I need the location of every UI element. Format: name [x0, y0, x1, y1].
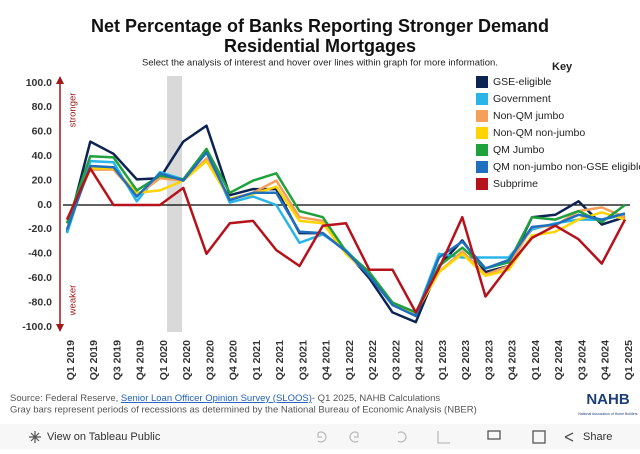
y-tick-label: -20.0: [28, 223, 52, 235]
legend-label: QM Jumbo: [493, 144, 545, 156]
x-tick-label: Q4 2020: [228, 340, 240, 380]
x-tick-label: Q2 2022: [367, 340, 379, 380]
x-tick-label: Q4 2019: [135, 340, 147, 380]
x-tick-label: Q1 2020: [158, 340, 170, 380]
legend-label: Non-QM jumbo: [493, 110, 564, 122]
y-label: stronger: [68, 93, 79, 128]
x-tick-label: Q3 2020: [204, 340, 216, 380]
toolbar: [317, 430, 574, 444]
x-tick-label: Q1 2019: [65, 340, 77, 380]
y-tick-label: 60.0: [32, 126, 53, 138]
x-tick-label: Q4 2023: [507, 340, 519, 380]
footer-left[interactable]: View on Tableau Public: [29, 431, 161, 443]
x-tick-label: Q4 2024: [600, 340, 612, 380]
legend-label: Government: [493, 93, 551, 105]
share[interactable]: Share: [583, 431, 612, 443]
series-line: [65, 167, 627, 314]
source-text: - Q1 2025, NAHB Calculations: [312, 393, 441, 404]
legend-swatch: [476, 76, 488, 88]
legend-label: Non-QM non-jumbo: [493, 127, 585, 139]
y-tick-label: 80.0: [32, 101, 53, 113]
x-tick-label: Q2 2023: [460, 340, 472, 380]
share-icon[interactable]: [564, 432, 574, 442]
pause-icon[interactable]: [437, 431, 450, 444]
chart-title: Net Percentage of Banks Reporting Strong…: [91, 16, 549, 36]
x-tick-label: Q3 2021: [297, 340, 309, 380]
x-tick-label: Q2 2021: [274, 340, 286, 380]
legend-swatch: [476, 93, 488, 105]
legend-label: QM non-jumbo non-GSE eligible: [493, 161, 640, 173]
undo-icon[interactable]: [317, 431, 327, 443]
y-tick-label: 40.0: [32, 150, 53, 162]
y-tick-label: 100.0: [26, 77, 52, 89]
y-tick-label: -100.0: [22, 321, 52, 333]
legend-swatch: [476, 127, 488, 139]
redo-icon[interactable]: [349, 431, 359, 443]
y-tick-label: 0.0: [37, 199, 52, 211]
series-line: [65, 151, 626, 318]
x-tick-label: Q3 2024: [576, 340, 588, 380]
note: Gray bars represent periods of recession…: [10, 405, 477, 416]
series-line: [65, 159, 626, 314]
x-tick-label: Q3 2022: [390, 340, 402, 380]
x-tick-label: Q2 2024: [553, 340, 565, 380]
download-icon[interactable]: [487, 430, 501, 440]
x-tick-label: Q1 2024: [530, 340, 542, 380]
revert-icon[interactable]: [397, 431, 407, 443]
x-tick-label: Q4 2021: [321, 340, 333, 380]
x-tick-label: Q1 2023: [437, 340, 449, 380]
subtitle: Select the analysis of interest and hove…: [142, 58, 498, 69]
x-tick-label: Q1 2025: [623, 340, 635, 380]
fullscreen-icon[interactable]: [532, 430, 546, 444]
x-tick-label: Q1 2021: [251, 340, 263, 380]
x-tick-label: Q1 2022: [344, 340, 356, 380]
x-tick-label: Q3 2019: [111, 340, 123, 380]
y-tick-label: -40.0: [28, 248, 52, 260]
recession-band: [167, 76, 182, 332]
x-tick-label: Q2 2019: [88, 340, 100, 380]
logo: NAHB: [586, 391, 629, 408]
y-tick-label: -60.0: [28, 272, 52, 284]
y-tick-label: -80.0: [28, 296, 52, 308]
legend-swatch: [476, 161, 488, 173]
x-tick-label: Q3 2023: [483, 340, 495, 380]
legend-label: GSE-eligible: [493, 76, 552, 88]
chart-title: Residential Mortgages: [224, 36, 416, 56]
source-text: Source: Federal Reserve,: [10, 393, 121, 404]
legend-title: Key: [552, 61, 573, 73]
legend-swatch: [476, 110, 488, 122]
footer-link: View on Tableau Public: [47, 431, 161, 443]
legend-swatch: [476, 144, 488, 156]
legend-swatch: [476, 178, 488, 190]
x-tick-label: Q4 2022: [414, 340, 426, 380]
series-line: [65, 147, 626, 314]
y-label: weaker: [68, 285, 79, 317]
logo-sub: National Association of Home Builders: [578, 412, 638, 416]
source-link[interactable]: Senior Loan Officer Opinion Survey (SLOO…: [121, 393, 312, 404]
y-tick-label: 20.0: [32, 174, 53, 186]
legend-label: Subprime: [493, 178, 538, 190]
source: Source: Federal Reserve, Senior Loan Off…: [10, 393, 440, 404]
tableau-icon: [29, 431, 41, 443]
x-tick-label: Q2 2020: [181, 340, 193, 380]
